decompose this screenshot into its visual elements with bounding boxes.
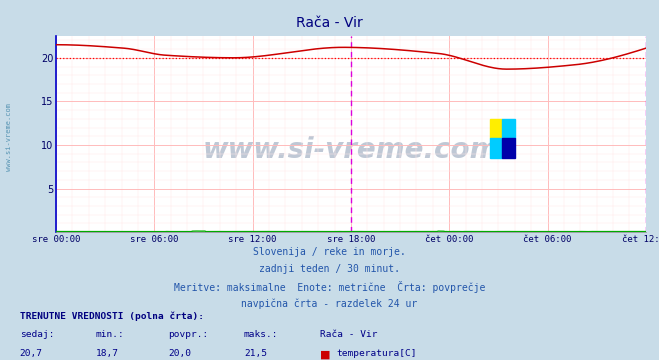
Text: 18,7: 18,7 <box>96 349 119 358</box>
Text: temperatura[C]: temperatura[C] <box>336 349 416 358</box>
Bar <box>490 119 502 139</box>
Text: TRENUTNE VREDNOSTI (polna črta):: TRENUTNE VREDNOSTI (polna črta): <box>20 311 204 321</box>
Text: sedaj:: sedaj: <box>20 330 54 339</box>
Text: 20,0: 20,0 <box>168 349 191 358</box>
Text: Rača - Vir: Rača - Vir <box>320 330 377 339</box>
Text: www.si-vreme.com: www.si-vreme.com <box>203 136 499 164</box>
Text: min.:: min.: <box>96 330 125 339</box>
Bar <box>490 139 502 158</box>
Text: Slovenija / reke in morje.: Slovenija / reke in morje. <box>253 247 406 257</box>
Text: 21,5: 21,5 <box>244 349 267 358</box>
Text: zadnji teden / 30 minut.: zadnji teden / 30 minut. <box>259 264 400 274</box>
Text: Rača - Vir: Rača - Vir <box>296 16 363 30</box>
Bar <box>502 139 515 158</box>
Text: 20,7: 20,7 <box>20 349 43 358</box>
Text: www.si-vreme.com: www.si-vreme.com <box>5 103 12 171</box>
Text: maks.:: maks.: <box>244 330 278 339</box>
Text: povpr.:: povpr.: <box>168 330 208 339</box>
Text: ■: ■ <box>320 349 330 359</box>
Text: navpična črta - razdelek 24 ur: navpična črta - razdelek 24 ur <box>241 298 418 309</box>
Text: Meritve: maksimalne  Enote: metrične  Črta: povprečje: Meritve: maksimalne Enote: metrične Črta… <box>174 281 485 293</box>
Bar <box>502 119 515 139</box>
